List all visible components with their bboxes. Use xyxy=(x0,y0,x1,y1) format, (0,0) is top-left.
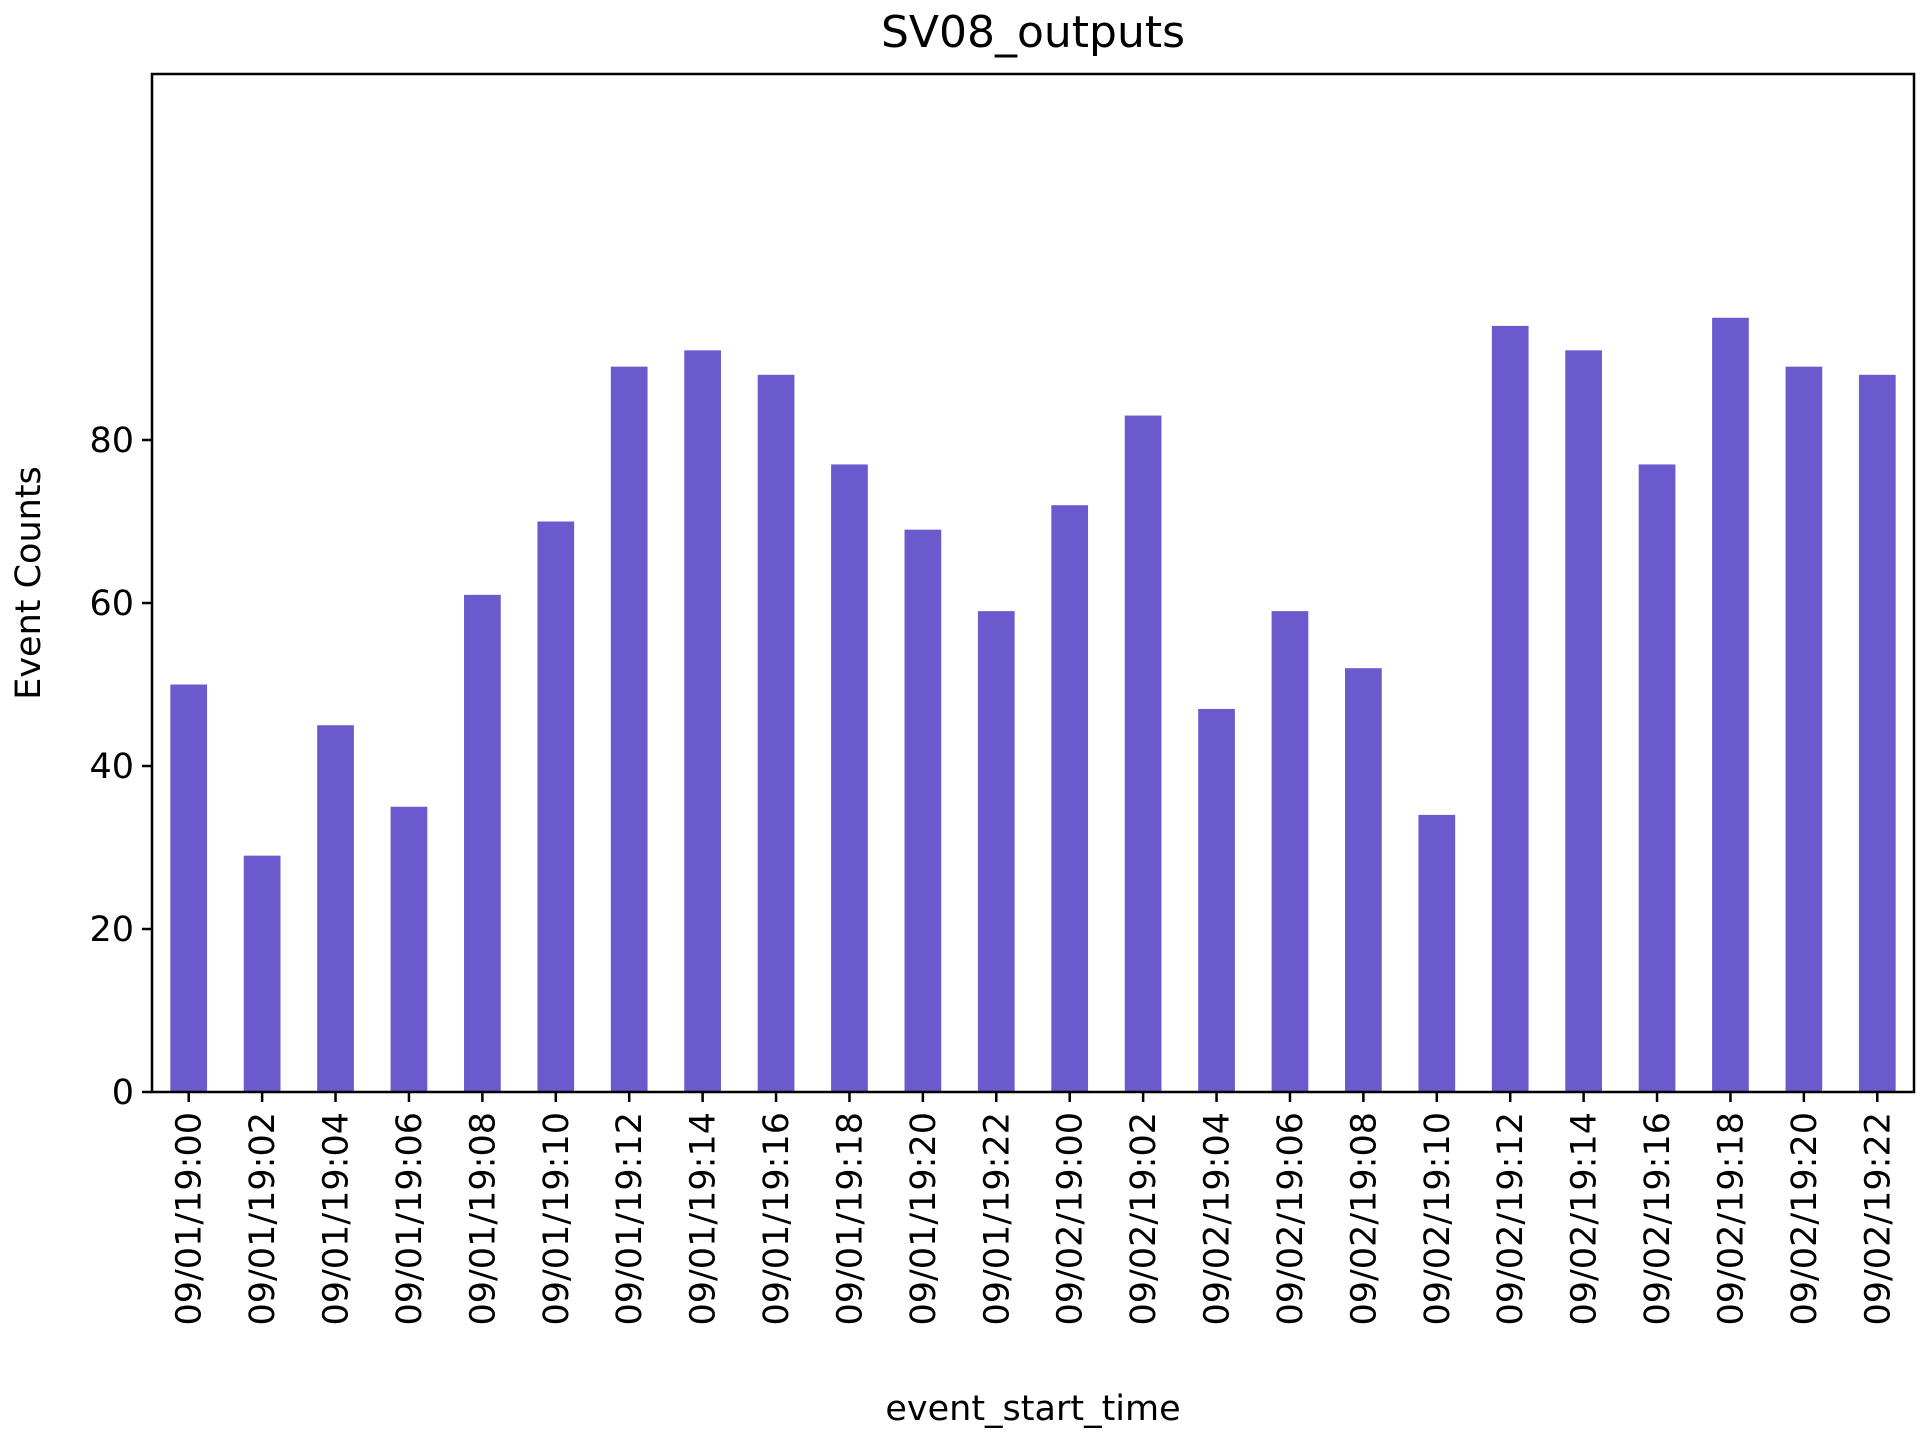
x-tick-label: 09/01/19:02 xyxy=(243,1112,283,1326)
y-axis-label: Event Counts xyxy=(9,466,49,700)
x-tick-label: 09/01/19:08 xyxy=(463,1112,503,1326)
x-axis-ticks: 09/01/19:00 09/01/19:02 09/01/19:04 09/01/1… xyxy=(170,1092,1898,1326)
bar xyxy=(684,350,721,1093)
bar xyxy=(464,594,501,1092)
bar xyxy=(1051,505,1089,1092)
bar xyxy=(1565,350,1602,1093)
x-tick-label: 09/02/19:02 xyxy=(1124,1112,1164,1326)
x-tick-label: 09/02/19:04 xyxy=(1198,1112,1238,1326)
x-tick-label: 09/01/19:12 xyxy=(610,1112,650,1326)
bar xyxy=(537,521,575,1092)
x-tick-label: 09/01/19:04 xyxy=(317,1112,357,1326)
x-tick-label: 09/01/19:16 xyxy=(757,1112,797,1326)
y-axis-ticks: 0 20 40 60 80 xyxy=(89,421,152,1113)
bar xyxy=(170,684,208,1092)
y-tick-label: 80 xyxy=(89,421,134,461)
y-tick-label: 0 xyxy=(112,1073,134,1113)
bar xyxy=(831,464,868,1092)
bar xyxy=(1198,708,1235,1092)
bar xyxy=(243,855,281,1092)
x-tick-label: 09/01/19:06 xyxy=(390,1112,430,1326)
x-tick-label: 09/01/19:10 xyxy=(537,1112,577,1326)
bar xyxy=(1124,415,1162,1092)
bar xyxy=(610,366,648,1092)
x-tick-label: 09/02/19:16 xyxy=(1638,1112,1678,1326)
bar xyxy=(1271,611,1309,1092)
x-tick-label: 09/02/19:06 xyxy=(1271,1112,1311,1326)
bar xyxy=(1418,814,1456,1092)
bars-group xyxy=(170,317,1896,1093)
y-tick-label: 40 xyxy=(89,747,134,787)
x-tick-label: 09/02/19:18 xyxy=(1711,1112,1751,1326)
x-tick-label: 09/02/19:08 xyxy=(1344,1112,1384,1326)
x-tick-label: 09/02/19:10 xyxy=(1418,1112,1458,1326)
x-axis-label: event_start_time xyxy=(885,1389,1180,1429)
bar xyxy=(1638,464,1676,1092)
x-tick-label: 09/02/19:12 xyxy=(1491,1112,1531,1326)
bar xyxy=(1491,325,1529,1092)
bar xyxy=(1785,366,1823,1092)
bar xyxy=(904,529,942,1092)
bar xyxy=(317,725,354,1092)
chart-title: SV08_outputs xyxy=(881,7,1185,58)
bar xyxy=(1858,374,1896,1092)
x-tick-label: 09/02/19:22 xyxy=(1858,1112,1898,1326)
x-tick-label: 09/02/19:00 xyxy=(1051,1112,1091,1326)
bar xyxy=(390,806,428,1092)
bar xyxy=(1712,317,1749,1092)
bar xyxy=(757,374,795,1092)
x-tick-label: 09/01/19:18 xyxy=(830,1112,870,1326)
y-tick-label: 20 xyxy=(89,910,134,950)
x-tick-label: 09/02/19:14 xyxy=(1565,1112,1605,1326)
bar xyxy=(1345,668,1382,1092)
plot-frame xyxy=(150,72,1916,1094)
x-tick-label: 09/01/19:00 xyxy=(170,1112,210,1326)
y-tick-label: 60 xyxy=(89,584,134,624)
x-tick-label: 09/02/19:20 xyxy=(1785,1112,1825,1326)
x-tick-label: 09/01/19:14 xyxy=(684,1112,724,1326)
x-tick-label: 09/01/19:20 xyxy=(904,1112,944,1326)
bar xyxy=(977,611,1015,1092)
x-tick-label: 09/01/19:22 xyxy=(977,1112,1017,1326)
